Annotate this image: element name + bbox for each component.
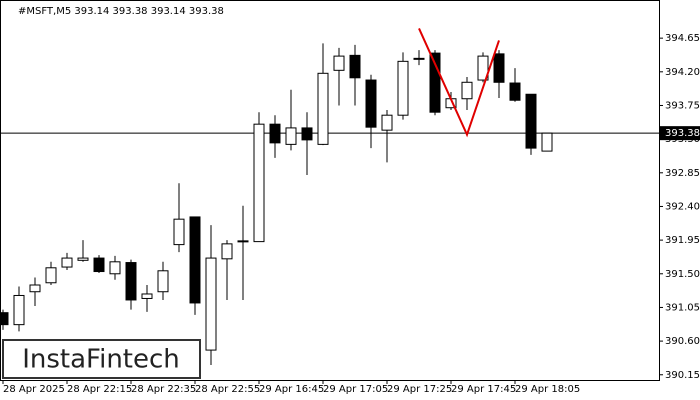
candle-body — [189, 216, 201, 304]
candle-body — [301, 127, 313, 141]
logo-box — [2, 339, 201, 379]
logo-text: InstaFintech — [22, 345, 180, 375]
candle-body — [365, 79, 377, 128]
y-tick-label: 393.75 — [665, 100, 700, 111]
candle-body — [429, 52, 441, 113]
x-tick-label: 29 Apr 17:25 — [387, 384, 452, 395]
candle-body — [397, 60, 409, 116]
candle-body — [349, 54, 361, 79]
candle-body — [381, 114, 393, 131]
candle-body — [173, 218, 185, 246]
x-tick-label: 28 Apr 22:55 — [195, 384, 260, 395]
candle-body — [157, 270, 169, 293]
current-price-label: 393.38 — [665, 128, 700, 139]
x-tick-label: 29 Apr 18:05 — [515, 384, 580, 395]
candle-body — [0, 312, 9, 326]
candle-body — [109, 261, 121, 275]
candle-body — [541, 132, 553, 152]
candle-body — [333, 55, 345, 71]
candle-body — [237, 240, 249, 243]
plot-frame — [0, 0, 660, 381]
chart-title: #MSFT,M5 393.14 393.38 393.14 393.38 — [18, 6, 224, 17]
x-tick-label: 29 Apr 16:45 — [259, 384, 324, 395]
x-tick-label: 28 Apr 22:15 — [67, 384, 132, 395]
candle-body — [461, 81, 473, 100]
candle-body — [77, 257, 89, 261]
candle-body — [93, 257, 105, 273]
y-tick-label: 391.50 — [665, 269, 700, 280]
candle-body — [29, 284, 41, 293]
candle-body — [413, 57, 425, 60]
x-tick-label: 29 Apr 17:45 — [451, 384, 516, 395]
pattern-line — [418, 28, 500, 138]
y-tick-label: 394.20 — [665, 67, 700, 78]
candle-body — [285, 127, 297, 145]
candle-body — [125, 262, 137, 301]
candle-body — [253, 123, 265, 243]
y-tick-label: 392.40 — [665, 201, 700, 212]
candle-body — [221, 243, 233, 260]
candle-body — [141, 293, 153, 299]
candle-body — [269, 123, 281, 144]
candle-body — [205, 257, 217, 351]
candle-body — [13, 294, 25, 326]
y-tick-label: 390.15 — [665, 370, 700, 381]
candle-body — [509, 82, 521, 101]
x-tick-label: 28 Apr 22:35 — [131, 384, 196, 395]
candle-body — [61, 257, 73, 268]
candle-body — [45, 267, 57, 284]
candle-body — [477, 55, 489, 81]
x-tick-label: 28 Apr 2025 — [3, 384, 65, 395]
candle-body — [525, 93, 537, 149]
candle-body — [317, 72, 329, 145]
y-tick-label: 392.85 — [665, 168, 700, 179]
current-price-box — [659, 126, 700, 141]
y-tick-label: 391.05 — [665, 302, 700, 313]
candle-body — [493, 53, 505, 83]
y-tick-label: 391.95 — [665, 235, 700, 246]
x-tick-label: 29 Apr 17:05 — [323, 384, 388, 395]
y-tick-label: 390.60 — [665, 336, 700, 347]
y-tick-label: 394.65 — [665, 33, 700, 44]
